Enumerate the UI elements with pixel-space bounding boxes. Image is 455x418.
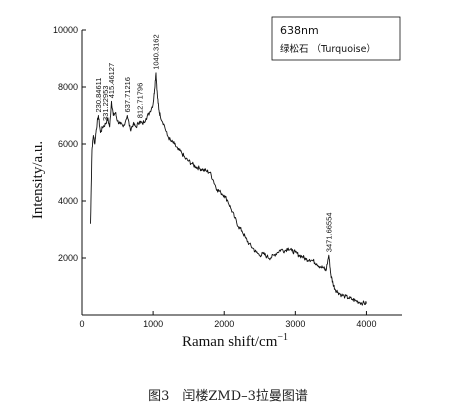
peak-label: 415.46127 (107, 63, 116, 98)
x-tick-label: 4000 (356, 319, 376, 329)
raman-spectrum-line (90, 72, 367, 306)
peak-label: 637.71216 (123, 77, 132, 112)
x-tick-label: 3000 (285, 319, 305, 329)
y-axis-title: Intensity/a.u. (30, 141, 46, 219)
legend-line-1: 638nm (280, 24, 319, 37)
figure-caption: 图3 闰楼ZMD–3拉曼图谱 (148, 389, 308, 404)
peak-label: 230.84611 (94, 78, 103, 113)
legend: 638nm 绿松石 （Turquoise） (271, 16, 401, 61)
x-tick-label: 1000 (143, 319, 163, 329)
peak-label: 1040.3162 (152, 34, 161, 69)
y-tick-label: 10000 (53, 25, 78, 35)
x-axis-title-main: Raman shift/cm (182, 334, 278, 350)
peak-label: 812.71796 (135, 83, 144, 118)
y-tick-label: 4000 (58, 196, 78, 206)
peak-label: 331.22953 (101, 86, 110, 121)
x-ticks: 0 1000 2000 3000 4000 (79, 311, 376, 329)
x-axis-title-sup: −1 (277, 332, 288, 343)
legend-box (271, 16, 401, 61)
peak-label: 3471.66554 (324, 213, 333, 253)
y-tick-label: 2000 (58, 253, 78, 263)
legend-line-2: 绿松石 （Turquoise） (280, 43, 376, 55)
x-tick-label: 2000 (214, 319, 234, 329)
y-tick-label: 8000 (58, 82, 78, 92)
axes (81, 30, 402, 316)
x-axis-title: Raman shift/cm−1 (182, 332, 288, 350)
x-tick-label: 0 (79, 319, 84, 329)
y-ticks: 2000 4000 6000 8000 10000 (53, 25, 86, 263)
y-tick-label: 6000 (58, 139, 78, 149)
